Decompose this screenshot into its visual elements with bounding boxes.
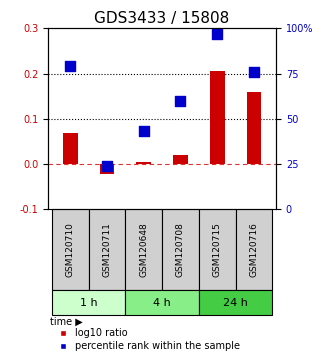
Bar — [173, 155, 188, 164]
Text: GSM120715: GSM120715 — [213, 222, 222, 277]
Point — [178, 98, 183, 103]
Bar — [100, 164, 114, 174]
Bar — [199, 209, 236, 290]
Text: GSM120716: GSM120716 — [249, 222, 258, 277]
Text: 4 h: 4 h — [153, 298, 171, 308]
Point — [141, 129, 146, 134]
Bar — [247, 92, 261, 164]
Text: GSM120648: GSM120648 — [139, 222, 148, 277]
Bar — [63, 133, 78, 164]
Bar — [52, 209, 89, 290]
Text: GSM120711: GSM120711 — [102, 222, 111, 277]
Text: GSM120710: GSM120710 — [66, 222, 75, 277]
Legend: log10 ratio, percentile rank within the sample: log10 ratio, percentile rank within the … — [53, 328, 240, 351]
Point — [104, 163, 109, 169]
Point — [251, 69, 256, 75]
Point — [68, 63, 73, 69]
Bar — [162, 209, 199, 290]
Bar — [89, 209, 125, 290]
Bar — [52, 290, 125, 315]
Title: GDS3433 / 15808: GDS3433 / 15808 — [94, 11, 230, 26]
Text: 1 h: 1 h — [80, 298, 97, 308]
Text: 24 h: 24 h — [223, 298, 248, 308]
Text: time ▶: time ▶ — [50, 317, 83, 327]
Bar — [136, 162, 151, 164]
Text: GSM120708: GSM120708 — [176, 222, 185, 277]
Bar — [125, 290, 199, 315]
Bar — [210, 71, 225, 164]
Point — [215, 31, 220, 36]
Bar — [236, 209, 273, 290]
Bar — [199, 290, 273, 315]
Bar — [125, 209, 162, 290]
